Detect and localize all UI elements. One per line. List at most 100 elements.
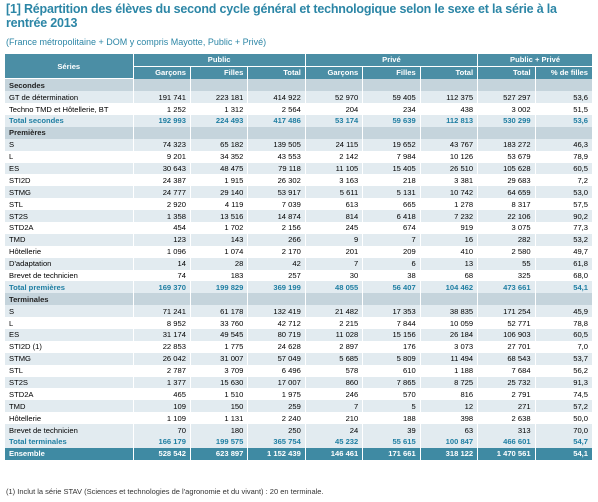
row-label: Techno TMD et Hôtellerie, BT	[5, 103, 134, 115]
cell: 11 028	[305, 328, 364, 341]
cell: 27 701	[477, 340, 536, 353]
data-row: STL 2 787 3 709 6 496 578 610 1 188 7 684 56,2	[5, 364, 594, 377]
cell: 90,2	[535, 210, 594, 222]
row-label: Total secondes	[5, 114, 134, 127]
row-label: ST2S	[5, 376, 134, 389]
cell: 7 865	[362, 376, 421, 389]
cell: 266	[247, 233, 306, 246]
cell: 50,0	[535, 412, 594, 425]
cell: 33 760	[190, 317, 249, 329]
cell: 2 787	[133, 364, 191, 377]
row-label: Ensemble	[5, 447, 134, 460]
cell: 5 131	[362, 186, 421, 199]
data-row: Hôtellerie 1 096 1 074 2 170 201 209 410 2 580 4…	[5, 245, 594, 258]
cell: 45,9	[535, 305, 594, 318]
footnote: (1) Inclut la série STAV (Sciences et te…	[6, 487, 324, 496]
data-row: STMG 24 777 29 140 53 917 5 611 5 131 10 742 64…	[5, 186, 594, 199]
row-label: D'adaptation	[5, 257, 134, 270]
row-label: STI2D (1)	[5, 340, 134, 353]
cell: 12	[420, 400, 479, 413]
cell: 417 486	[247, 114, 306, 127]
row-label: ES	[5, 162, 134, 175]
cell: 7 039	[247, 198, 306, 211]
cell: 53,6	[535, 91, 594, 104]
section-title: Secondes	[5, 78, 134, 92]
row-label: S	[5, 305, 134, 318]
cell: 530 299	[477, 114, 536, 127]
cell: 14 874	[247, 210, 306, 222]
cell: 6	[362, 257, 421, 270]
cell: 325	[477, 269, 536, 282]
cell: 578	[305, 364, 364, 377]
cell: 71 241	[133, 305, 191, 318]
cell: 15 630	[190, 376, 249, 389]
cell: 19 652	[362, 138, 421, 151]
cell: 816	[420, 388, 479, 401]
column-header: Total	[420, 66, 479, 79]
cell: 53 679	[477, 150, 536, 163]
subtitle: (France métropolitaine + DOM y compris M…	[6, 37, 267, 47]
cell: 64 659	[477, 186, 536, 199]
row-label: L	[5, 317, 134, 329]
column-header: % de filles	[535, 66, 594, 79]
section-row: Secondes	[5, 78, 594, 92]
row-label: STMG	[5, 186, 134, 199]
empty-cell	[535, 126, 594, 139]
empty-cell	[247, 78, 306, 92]
empty-cell	[305, 126, 364, 139]
cell: 223 181	[190, 91, 249, 104]
row-label: ST2S	[5, 210, 134, 222]
group-header: Public	[133, 54, 306, 67]
data-row: Brevet de technicien 74 183 257 30 38 68 325 68,…	[5, 269, 594, 282]
cell: 56,2	[535, 364, 594, 377]
cell: 188	[362, 412, 421, 425]
cell: 22 853	[133, 340, 191, 353]
cell: 13 516	[190, 210, 249, 222]
empty-cell	[535, 293, 594, 306]
cell: 21 482	[305, 305, 364, 318]
cell: 5 809	[362, 352, 421, 365]
cell: 365 754	[247, 436, 306, 448]
cell: 7 684	[477, 364, 536, 377]
cell: 78,8	[535, 317, 594, 329]
row-label: Brevet de technicien	[5, 424, 134, 436]
cell: 5	[362, 400, 421, 413]
cell: 17 353	[362, 305, 421, 318]
cell: 68	[420, 269, 479, 282]
empty-cell	[133, 126, 191, 139]
cell: 48 055	[305, 281, 364, 294]
section-title: Premières	[5, 126, 134, 139]
cell: 52 970	[305, 91, 364, 104]
data-row: ST2S 1 377 15 630 17 007 860 7 865 8 725 25 732…	[5, 376, 594, 389]
cell: 218	[362, 174, 421, 187]
empty-cell	[305, 293, 364, 306]
data-row: STI2D (1) 22 853 1 775 24 628 2 897 176 3 073 2…	[5, 340, 594, 353]
cell: 61,8	[535, 257, 594, 270]
cell: 10 059	[420, 317, 479, 329]
cell: 610	[362, 364, 421, 377]
cell: 112 375	[420, 91, 479, 104]
cell: 29 140	[190, 186, 249, 199]
cell: 48 475	[190, 162, 249, 175]
cell: 123	[133, 233, 191, 246]
row-label: GT de détermination	[5, 91, 134, 104]
cell: 199 829	[190, 281, 249, 294]
section-title: Terminales	[5, 293, 134, 306]
column-header: Total	[247, 66, 306, 79]
empty-cell	[190, 293, 249, 306]
cell: 1 510	[190, 388, 249, 401]
cell: 201	[305, 245, 364, 258]
cell: 53 174	[305, 114, 364, 127]
cell: 1 109	[133, 412, 191, 425]
cell: 55	[477, 257, 536, 270]
column-header: Garçons	[133, 66, 191, 79]
empty-cell	[133, 293, 191, 306]
total-row: Total premières 169 370 199 829 369 199 48 0…	[5, 281, 594, 294]
cell: 3 075	[477, 221, 536, 234]
cell: 191 741	[133, 91, 191, 104]
cell: 29 683	[477, 174, 536, 187]
cell: 465	[133, 388, 191, 401]
cell: 65 182	[190, 138, 249, 151]
table-body: Secondes GT de détermination 191 741 223 18…	[5, 78, 594, 460]
empty-cell	[477, 293, 536, 306]
